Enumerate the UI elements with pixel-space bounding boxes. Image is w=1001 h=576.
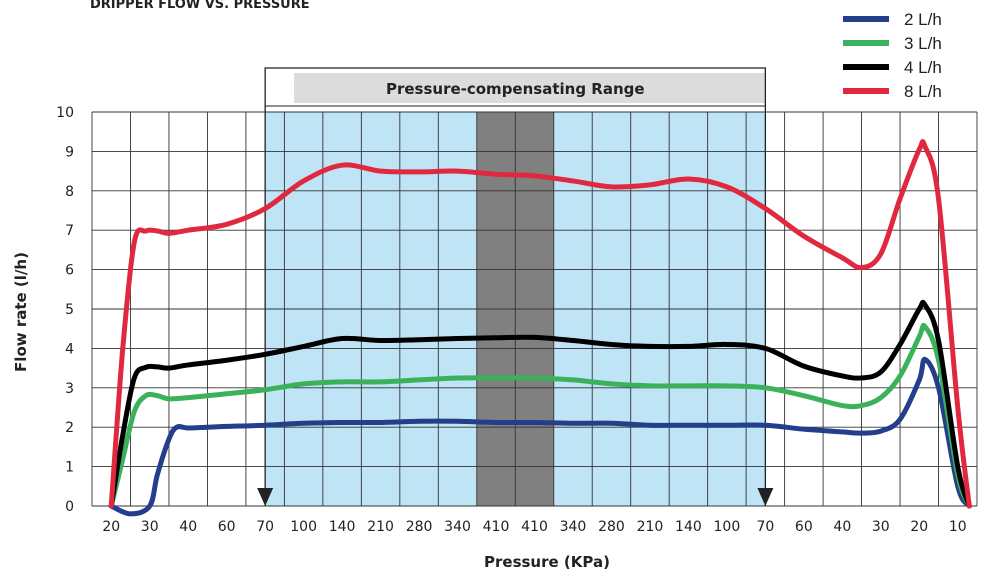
y-tick-label: 7: [65, 223, 74, 239]
legend: 2 L/h 3 L/h 4 L/h 8 L/h: [843, 10, 942, 101]
y-tick-label: 4: [65, 341, 74, 357]
x-tick-label: 60: [795, 519, 813, 535]
y-tick-label: 0: [65, 499, 74, 515]
x-tick-label: 210: [367, 519, 394, 535]
legend-label-3-l-h: 3 L/h: [904, 34, 942, 53]
legend-label-8-l-h: 8 L/h: [904, 82, 942, 101]
y-tick-label: 9: [65, 144, 74, 160]
x-tick-label: 340: [560, 519, 587, 535]
y-tick-label: 1: [65, 460, 74, 476]
y-tick-label: 10: [56, 105, 74, 121]
x-tick-label: 410: [483, 519, 510, 535]
x-tick-label: 140: [675, 519, 702, 535]
range-label: Pressure-compensating Range: [386, 80, 645, 98]
x-tick-label: 40: [833, 519, 851, 535]
x-tick-label: 30: [141, 519, 159, 535]
x-tick-label: 280: [406, 519, 433, 535]
x-tick-label: 410: [521, 519, 548, 535]
y-tick-label: 5: [65, 302, 74, 318]
y-axis-title: Flow rate (l/h): [12, 252, 30, 372]
legend-label-4-l-h: 4 L/h: [904, 58, 942, 77]
y-tick-label: 3: [65, 381, 74, 397]
y-tick-label: 2: [65, 420, 74, 436]
x-tick-label: 10: [949, 519, 967, 535]
x-tick-label: 40: [179, 519, 197, 535]
x-tick-label: 30: [872, 519, 890, 535]
x-tick-label: 100: [714, 519, 741, 535]
x-tick-label: 340: [444, 519, 471, 535]
x-tick-label: 60: [218, 519, 236, 535]
x-tick-label: 280: [598, 519, 625, 535]
chart-header: DRIPPER FLOW VS. PRESSURE: [90, 0, 310, 12]
x-tick-label: 70: [256, 519, 274, 535]
x-tick-label: 140: [329, 519, 356, 535]
x-tick-label: 100: [290, 519, 317, 535]
legend-label-2-l-h: 2 L/h: [904, 10, 942, 29]
x-tick-label: 20: [910, 519, 928, 535]
x-tick-label: 20: [102, 519, 120, 535]
x-tick-label: 210: [637, 519, 664, 535]
y-tick-label: 8: [65, 184, 74, 200]
x-tick-label: 70: [756, 519, 774, 535]
y-tick-label: 6: [65, 263, 74, 279]
x-axis-title: Pressure (KPa): [484, 553, 610, 571]
